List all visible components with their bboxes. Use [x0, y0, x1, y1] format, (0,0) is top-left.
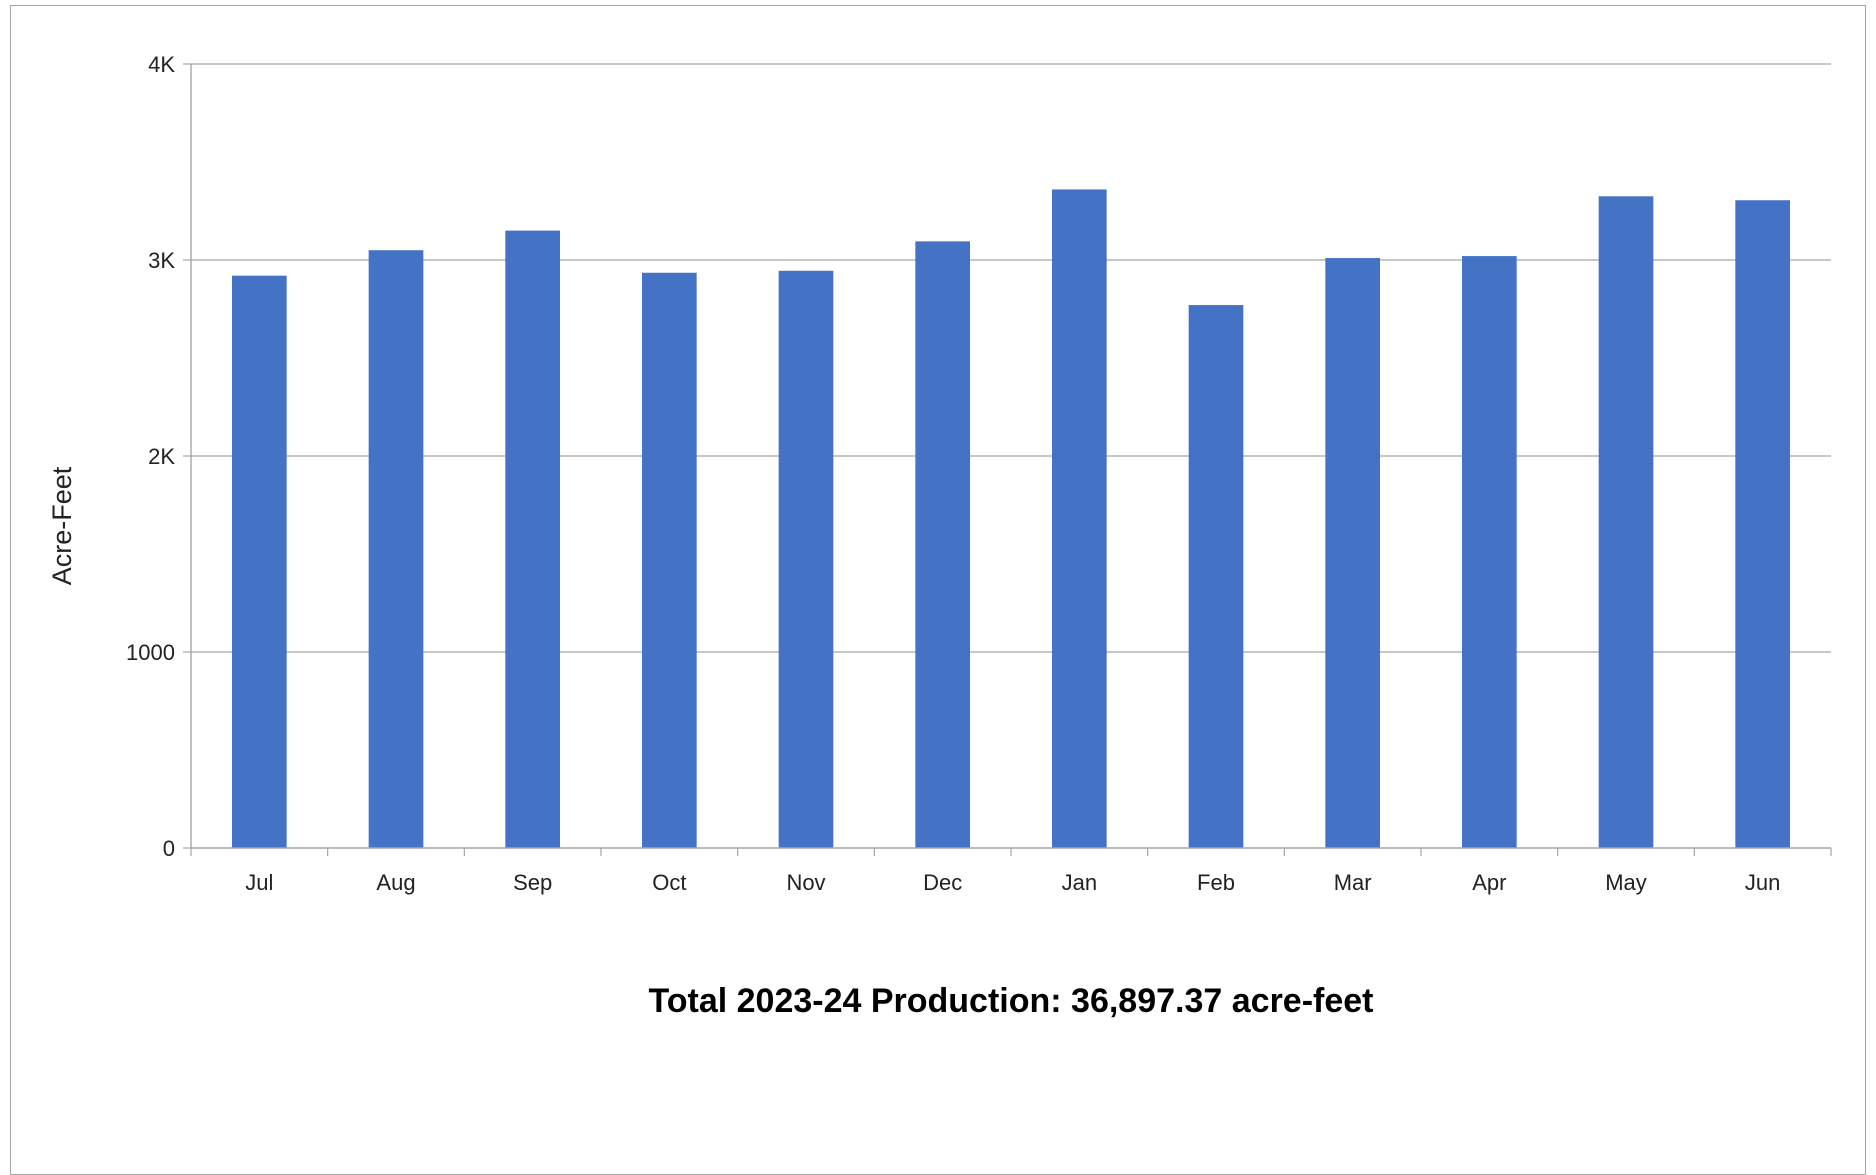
x-tick-label-nov: Nov — [786, 870, 825, 895]
bar-jun — [1735, 200, 1790, 849]
x-tick-label-feb: Feb — [1197, 870, 1235, 895]
y-tick-label: 2K — [148, 444, 175, 469]
y-tick-label: 1000 — [126, 640, 175, 665]
x-tick-label-oct: Oct — [652, 870, 686, 895]
x-tick-label-apr: Apr — [1472, 870, 1506, 895]
bar-aug — [368, 250, 424, 848]
bar-mar — [1325, 258, 1380, 848]
x-tick-label-aug: Aug — [376, 870, 415, 895]
bar-may — [1598, 196, 1654, 849]
x-tick-label-sep: Sep — [513, 870, 552, 895]
tick-labels: 0 1000 2K 3K 4K Jul Aug Sep Oct Nov Dec Jan Feb Mar Ap… — [126, 52, 1780, 895]
total-production-caption: Total 2023-24 Production: 36,897.37 acre… — [648, 982, 1373, 1020]
axes — [183, 63, 1832, 856]
x-tick-label-dec: Dec — [923, 870, 962, 895]
x-tick-label-may: May — [1605, 870, 1647, 895]
y-axis-title: Acre-Feet — [47, 466, 77, 585]
bar-sep — [505, 230, 560, 849]
y-tick-label: 3K — [148, 248, 175, 273]
bars — [232, 189, 1790, 849]
gridlines — [191, 63, 1831, 653]
x-tick-label-jan: Jan — [1062, 870, 1097, 895]
x-tick-label-jul: Jul — [245, 870, 273, 895]
y-tick-label: 0 — [163, 836, 175, 861]
bar-dec — [915, 241, 970, 848]
bar-chart: 0 1000 2K 3K 4K Jul Aug Sep Oct Nov Dec Jan Feb Mar Ap… — [47, 52, 1832, 1020]
bar-nov — [778, 270, 834, 848]
bar-oct — [642, 272, 697, 848]
x-tick-label-jun: Jun — [1745, 870, 1780, 895]
bar-apr — [1462, 256, 1517, 848]
bar-jan — [1052, 189, 1107, 848]
chart-frame: 0 1000 2K 3K 4K Jul Aug Sep Oct Nov Dec Jan Feb Mar Ap… — [10, 5, 1866, 1175]
y-tick-label: 4K — [148, 52, 175, 77]
bar-feb — [1188, 305, 1244, 849]
bar-jul — [232, 275, 287, 848]
x-tick-label-mar: Mar — [1334, 870, 1372, 895]
